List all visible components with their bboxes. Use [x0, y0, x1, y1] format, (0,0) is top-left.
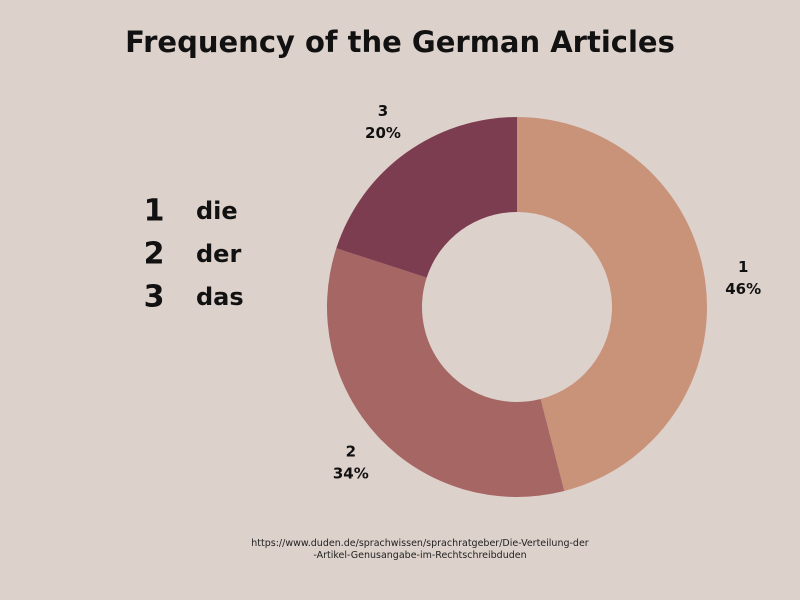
slice-value-label: 20%	[365, 124, 401, 142]
slice-category-label: 3	[378, 102, 388, 120]
slice-value-label: 46%	[725, 280, 761, 298]
chart-title: Frequency of the German Articles	[125, 25, 675, 59]
donut-slice	[517, 116, 708, 492]
donut-slice	[327, 248, 565, 497]
legend-label: das	[196, 283, 244, 311]
slice-value-label: 34%	[333, 465, 369, 483]
legend-key: 3	[144, 280, 165, 315]
source-note: https://www.duden.de/sprachwissen/sprach…	[251, 538, 589, 562]
slice-category-label: 2	[346, 443, 356, 461]
slice-category-label: 1	[738, 258, 748, 276]
donut-slice	[336, 117, 517, 278]
legend-label: die	[196, 197, 238, 225]
legend-key: 1	[144, 194, 165, 229]
legend-key: 2	[144, 237, 165, 272]
legend-label: der	[196, 240, 241, 268]
